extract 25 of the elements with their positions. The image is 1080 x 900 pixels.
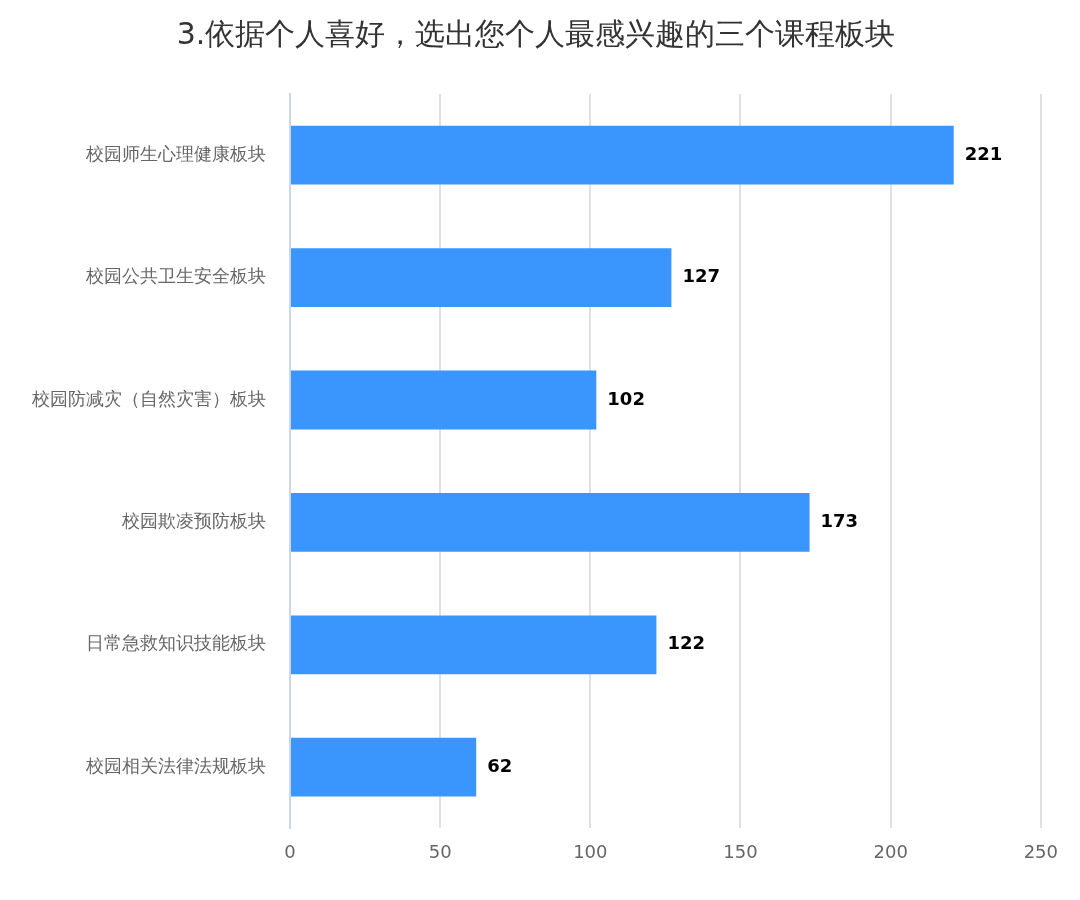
x-tick-label: 150 (723, 840, 758, 862)
x-tick-label: 200 (873, 840, 908, 862)
y-tick-label: 校园公共卫生安全板块 (85, 265, 266, 287)
x-tick-label: 50 (428, 840, 452, 862)
bar (291, 370, 597, 430)
x-tick-label: 0 (284, 840, 296, 862)
data-label: 173 (820, 510, 859, 532)
data-label: 62 (487, 754, 513, 776)
bar (291, 125, 954, 185)
chart-title: 3.依据个人喜好，选出您个人最感兴趣的三个课程板块 (176, 15, 896, 51)
y-tick-label: 日常急救知识技能板块 (86, 632, 266, 654)
bar (291, 248, 672, 307)
bar (291, 615, 657, 675)
x-tick-label: 100 (573, 840, 608, 862)
bar (291, 737, 477, 797)
x-tick-label: 250 (1023, 840, 1058, 862)
data-label: 122 (667, 632, 705, 654)
data-label: 127 (682, 265, 720, 287)
y-tick-label: 校园防减灾（自然灾害）板块 (31, 387, 266, 409)
y-tick-label: 校园相关法律法规板块 (85, 754, 266, 776)
bar (291, 493, 810, 552)
y-tick-label: 校园师生心理健康板块 (85, 142, 266, 164)
y-tick-label: 校园欺凌预防板块 (121, 510, 266, 532)
data-label: 102 (607, 387, 645, 409)
data-label: 221 (964, 142, 1003, 164)
